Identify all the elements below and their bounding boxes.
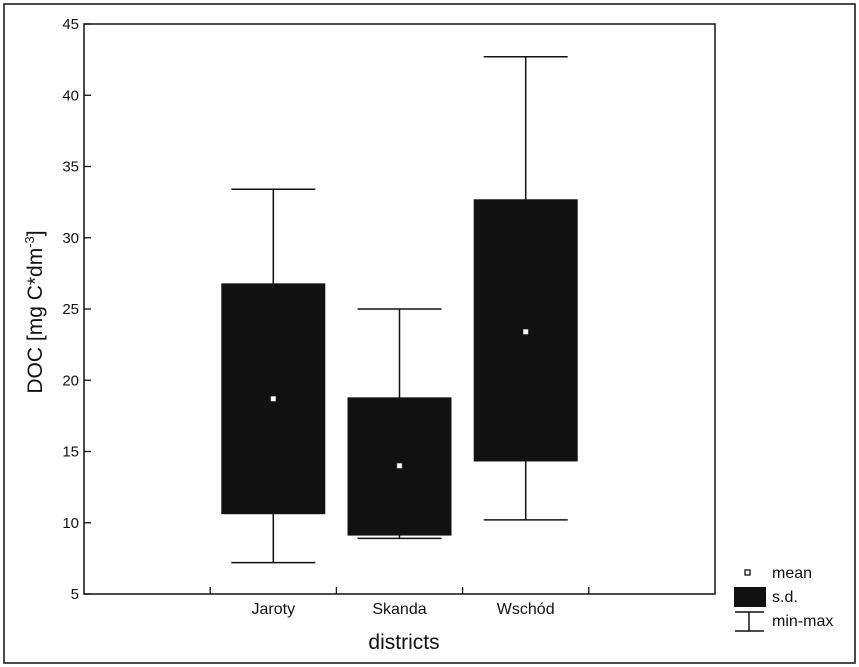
mean-marker xyxy=(396,462,403,469)
box-series xyxy=(221,56,578,564)
y-tick-label: 30 xyxy=(62,230,79,247)
y-tick-label: 25 xyxy=(62,301,79,318)
y-axis-title: DOC [mg C*dm-3] xyxy=(22,230,47,393)
box-skanda xyxy=(347,308,452,540)
outer-frame xyxy=(3,3,856,664)
y-tick-label: 10 xyxy=(62,515,79,532)
legend: mean s.d. min-max xyxy=(734,565,833,632)
x-tick-label: Jaroty xyxy=(252,601,296,618)
y-tick-label: 5 xyxy=(71,586,79,603)
legend-label-sd: s.d. xyxy=(772,589,798,606)
mean-marker xyxy=(522,328,529,335)
box-wschód xyxy=(473,56,578,521)
y-tick-label: 40 xyxy=(62,87,79,104)
y-axis-title-suffix: ] xyxy=(24,230,47,236)
legend-whisker-symbol xyxy=(735,611,764,632)
box-jaroty xyxy=(221,188,326,564)
mean-marker xyxy=(270,395,277,402)
legend-label-min-max: min-max xyxy=(772,613,833,630)
legend-label-mean: mean xyxy=(772,565,812,582)
legend-mean-marker xyxy=(744,569,751,576)
y-axis-title-superscript: -3 xyxy=(22,236,37,248)
y-axis-title-main: DOC [mg C*dm xyxy=(24,248,47,394)
y-tick-label: 45 xyxy=(62,16,79,33)
y-tick-label: 35 xyxy=(62,159,79,176)
x-axis: Jaroty Skanda Wschód xyxy=(209,587,590,618)
y-tick-label: 15 xyxy=(62,444,79,461)
x-tick-label: Wschód xyxy=(497,601,555,618)
x-axis-title: districts xyxy=(368,631,439,654)
legend-sd-box xyxy=(734,587,766,607)
y-tick-label: 20 xyxy=(62,372,79,389)
x-tick-label: Skanda xyxy=(372,601,426,618)
y-axis: 5 10 15 20 25 30 35 40 45 xyxy=(62,16,91,603)
